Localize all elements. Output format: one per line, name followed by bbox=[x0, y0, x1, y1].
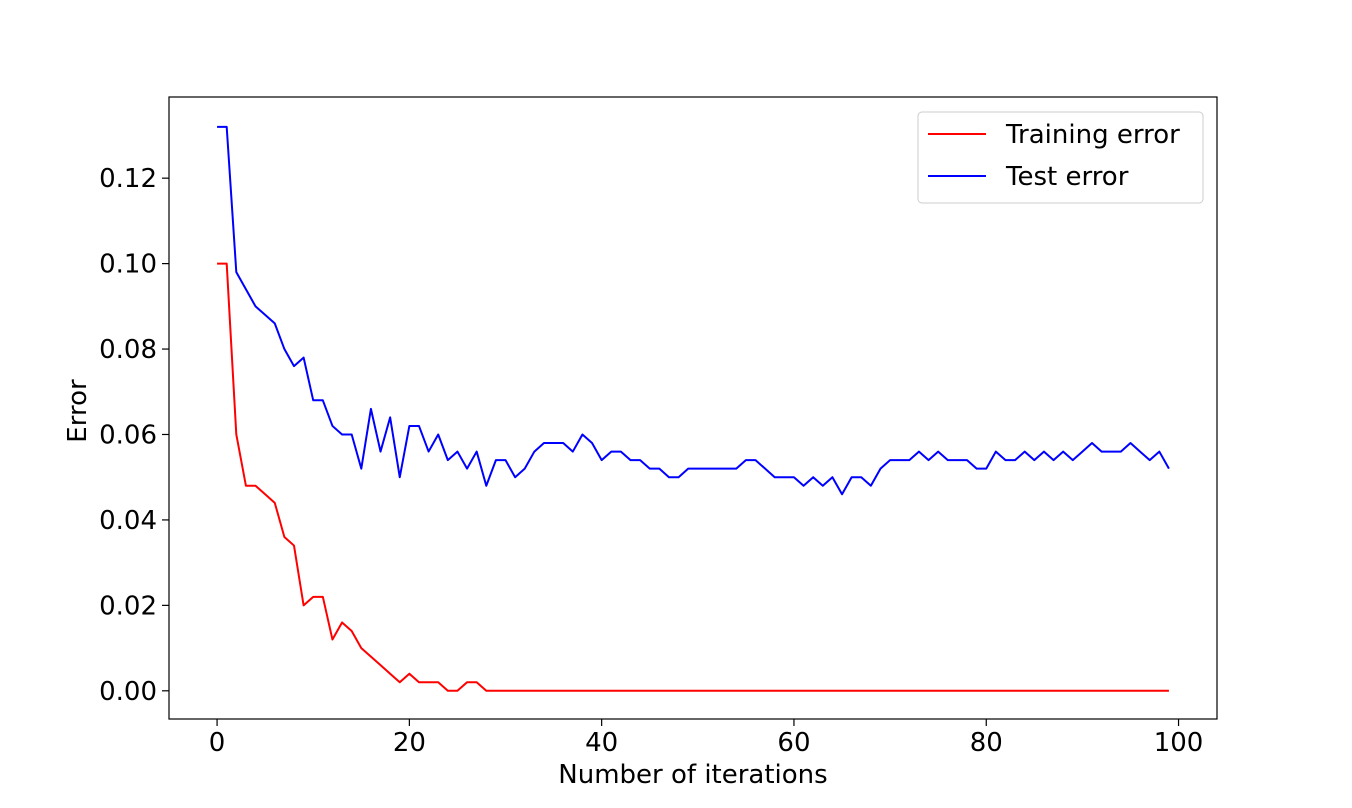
series-line-test-error bbox=[217, 125, 1170, 496]
x-axis: 0 20 40 60 80 100 bbox=[209, 719, 1204, 758]
y-tick-label: 0.08 bbox=[99, 335, 157, 365]
x-tick-label: 20 bbox=[393, 728, 426, 758]
x-axis-label: Number of iterations bbox=[558, 760, 827, 790]
series-group bbox=[217, 125, 1170, 692]
x-tick-label: 0 bbox=[209, 728, 226, 758]
series-line-training-error bbox=[217, 262, 1169, 692]
y-tick-label: 0.06 bbox=[99, 420, 157, 450]
y-tick-label: 0.02 bbox=[99, 591, 157, 621]
legend: Training error Test error bbox=[917, 111, 1204, 204]
y-tick-label: 0.12 bbox=[99, 164, 157, 194]
series-test-error bbox=[217, 125, 1170, 496]
y-axis: 0.00 0.02 0.04 0.06 0.08 0.10 0.12 bbox=[99, 164, 169, 707]
x-tick-label: 40 bbox=[585, 728, 618, 758]
x-tick-label: 60 bbox=[777, 728, 810, 758]
x-tick-label: 100 bbox=[1154, 728, 1204, 758]
y-tick-label: 0.04 bbox=[99, 506, 157, 536]
plot-frame bbox=[168, 96, 1218, 720]
legend-label-training-error: Training error bbox=[1005, 120, 1180, 150]
legend-box bbox=[917, 111, 1204, 204]
y-tick-label: 0.10 bbox=[99, 250, 157, 280]
series-training-error bbox=[217, 262, 1169, 692]
y-tick-label: 0.00 bbox=[99, 677, 157, 707]
y-axis-label: Error bbox=[63, 379, 93, 443]
legend-label-test-error: Test error bbox=[1005, 162, 1129, 192]
x-tick-label: 80 bbox=[970, 728, 1003, 758]
